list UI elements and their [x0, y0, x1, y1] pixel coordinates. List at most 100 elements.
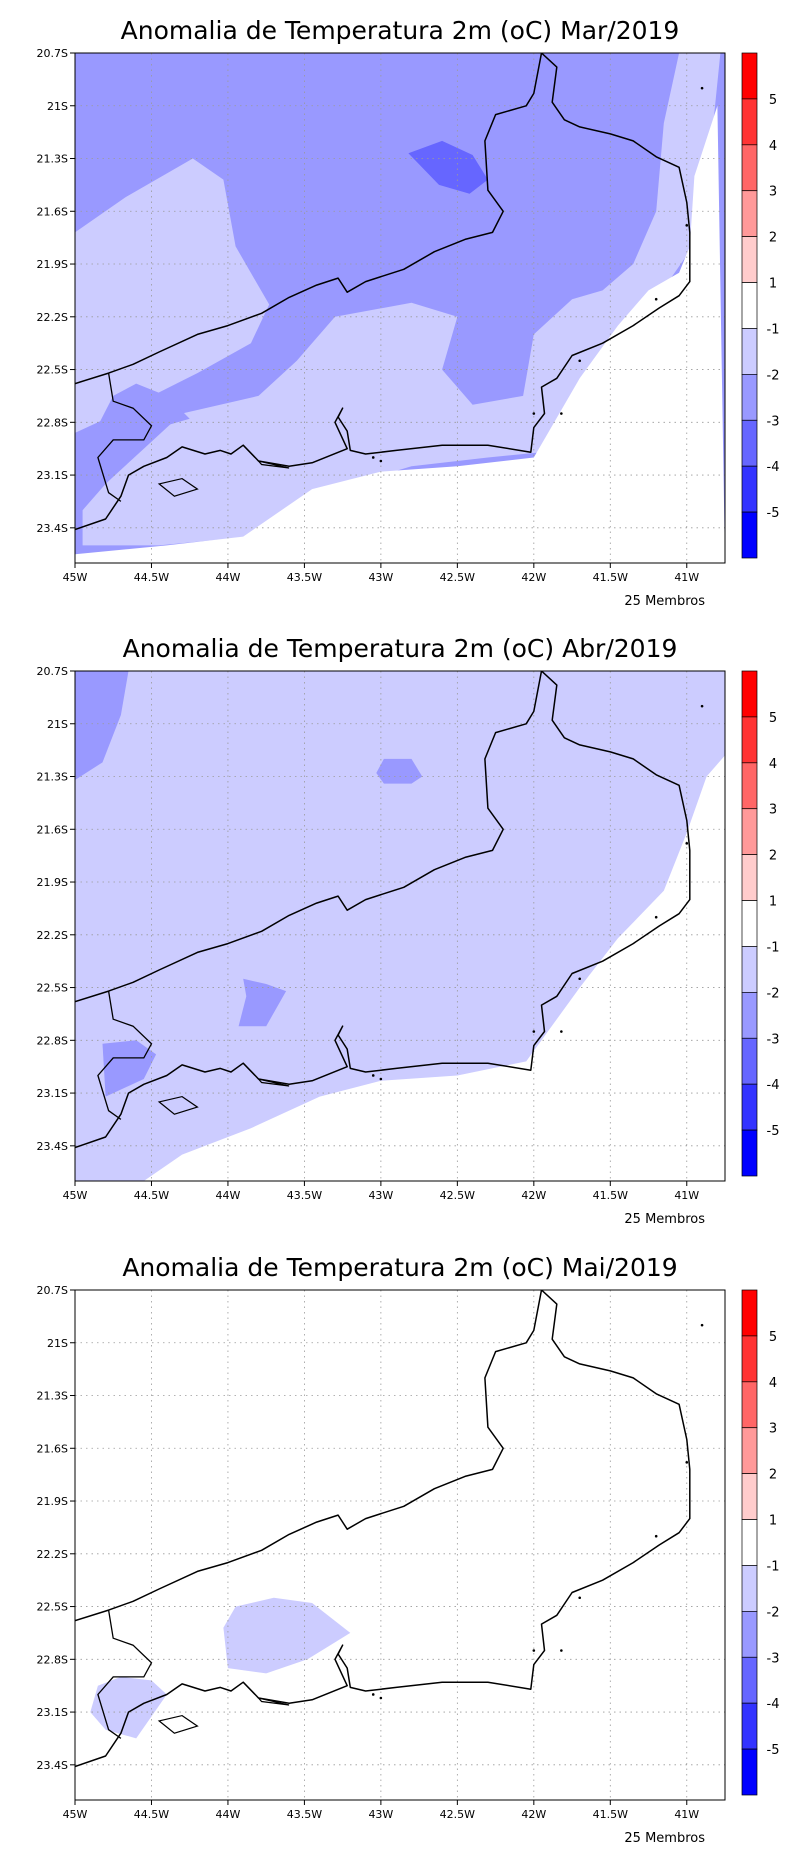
colorbar-swatch [741, 670, 758, 718]
y-tick-label: 23.1S [37, 1087, 68, 1100]
colorbar-label: 4 [769, 1376, 777, 1391]
grid-lines [75, 53, 725, 563]
anomaly-region-neg2 [75, 671, 129, 780]
colorbar-swatch [741, 1037, 758, 1085]
colorbar-label: 2 [769, 1468, 777, 1483]
y-tick-label: 22.2S [37, 311, 68, 324]
x-tick-label: 43.5W [287, 1189, 322, 1202]
y-tick-label: 21.6S [37, 1442, 68, 1455]
colorbar-swatch [741, 52, 758, 100]
colorbar-label: -3 [767, 1651, 780, 1666]
colorbar-label: 2 [769, 231, 777, 246]
colorbar-label: -1 [767, 940, 780, 955]
x-tick-label: 45W [63, 1808, 88, 1821]
x-tick-label: 43W [368, 571, 393, 584]
island [256, 459, 290, 469]
y-tick-label: 21S [47, 100, 68, 113]
y-tick-label: 22.5S [37, 364, 68, 377]
colorbar-label: -5 [767, 506, 780, 521]
y-tick-label: 22.8S [37, 416, 68, 429]
island-dot [371, 1074, 375, 1077]
members-label: 25 Membros [624, 1831, 705, 1846]
colorbar-label: -2 [767, 986, 780, 1001]
anomaly-region-neg1 [223, 1597, 351, 1674]
colorbar-label: 5 [769, 711, 777, 726]
colorbar-swatch [741, 465, 758, 513]
colorbar-label: -4 [767, 1697, 780, 1712]
colorbar-swatch [741, 1565, 758, 1612]
island-dot [685, 842, 689, 845]
colorbar-swatch [741, 98, 758, 146]
y-tick-label: 22.5S [37, 1601, 68, 1614]
island-dot [654, 1534, 658, 1538]
island-dot [532, 1030, 536, 1033]
colorbar-label: -2 [767, 1605, 780, 1620]
island-dot [700, 86, 704, 90]
colorbar-label: -1 [767, 1559, 780, 1574]
y-tick-label: 21S [47, 1337, 68, 1350]
colorbar-label: -4 [767, 460, 780, 475]
colorbar-label: 5 [769, 1330, 777, 1345]
colorbar-swatch [741, 1748, 758, 1796]
x-tick-label: 43W [368, 1189, 393, 1202]
y-tick-label: 23.4S [37, 1759, 68, 1772]
island-dot [371, 456, 375, 459]
colorbar-label: 2 [769, 849, 777, 864]
island [256, 1077, 290, 1087]
colorbar-swatch [741, 808, 758, 855]
anomaly-fill [75, 53, 725, 563]
anomaly-fill [75, 1290, 725, 1800]
x-tick-label: 42W [521, 1189, 546, 1202]
colorbar: 5 4 3 2 1 -1 -2 -3 -4 -5 [741, 670, 780, 1177]
y-tick-label: 23.4S [37, 522, 68, 535]
island-dot [379, 1077, 383, 1081]
island-dot [379, 1696, 383, 1700]
colorbar-label: -3 [767, 414, 780, 429]
y-tick-label: 21.3S [37, 771, 68, 784]
colorbar-label: 3 [769, 803, 777, 818]
y-tick-label: 23.1S [37, 469, 68, 482]
colorbar-label: 4 [769, 757, 777, 772]
colorbar-swatch [741, 190, 758, 237]
colorbar-swatch [741, 511, 758, 559]
state-border [97, 372, 153, 502]
colorbar-swatch [741, 1083, 758, 1131]
colorbar-swatch [741, 328, 758, 375]
x-tick-label: 43W [368, 1808, 393, 1821]
x-tick-label: 45W [63, 571, 88, 584]
colorbar-swatch [741, 854, 758, 901]
coastline [75, 1290, 704, 1768]
state-border [97, 990, 153, 1120]
colorbar-label: -2 [767, 368, 780, 383]
island-dot [532, 412, 536, 415]
island-dot [654, 915, 658, 919]
x-tick-label: 41W [674, 1808, 699, 1821]
anomaly-region-neg2 [97, 383, 190, 449]
y-tick-label: 22.2S [37, 929, 68, 942]
map-frame [74, 52, 726, 564]
y-tick-label: 21.9S [37, 1495, 68, 1508]
x-tick-label: 44.5W [134, 571, 169, 584]
members-label: 25 Membros [624, 594, 705, 609]
y-tick-label: 21.6S [37, 205, 68, 218]
x-tick-label: 41.5W [593, 1808, 628, 1821]
x-tick-label: 42W [521, 1808, 546, 1821]
colorbar-label: 1 [769, 1514, 777, 1529]
x-tick-label: 41.5W [593, 571, 628, 584]
x-tick-label: 41W [674, 571, 699, 584]
colorbar-swatch [741, 1129, 758, 1177]
colorbar-label: -3 [767, 1032, 780, 1047]
y-tick-label: 20.7S [37, 47, 68, 60]
x-tick-label: 42.5W [440, 1808, 475, 1821]
anomaly-region-neg3 [408, 140, 488, 194]
island [157, 477, 199, 497]
x-tick-label: 44W [216, 571, 241, 584]
anomaly-region-neg2 [376, 758, 423, 784]
y-tick-label: 21.6S [37, 823, 68, 836]
panel-title: Anomalia de Temperatura 2m (oC) Mar/2019 [121, 16, 680, 45]
x-tick-label: 41.5W [593, 1189, 628, 1202]
anomaly-background [75, 1290, 725, 1800]
island-dot [532, 1649, 536, 1652]
grid-lines [75, 1290, 725, 1800]
coastline [75, 53, 704, 531]
